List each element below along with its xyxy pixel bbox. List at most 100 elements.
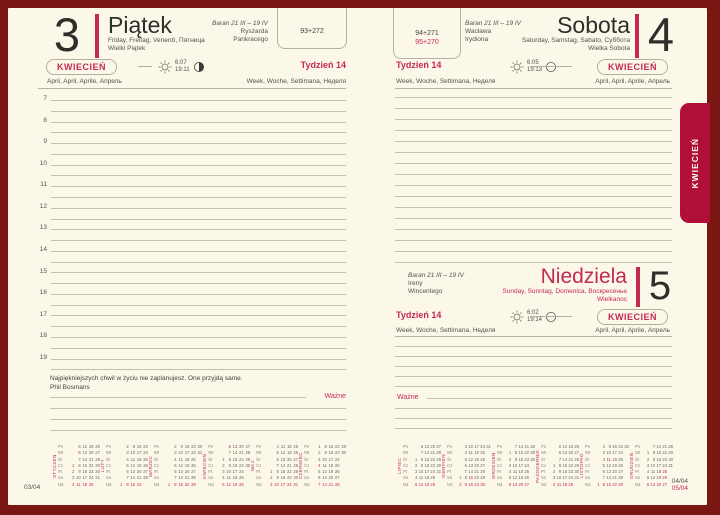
ruled-line — [51, 229, 346, 231]
ruled-line — [395, 376, 672, 377]
day-name-translations: Sunday, Sonntag, Domenica, Воскресенье — [502, 288, 627, 295]
ruled-line — [395, 418, 672, 419]
ruled-line — [51, 358, 346, 360]
ruled-line — [395, 262, 672, 263]
hour-row: 9 — [38, 135, 346, 157]
hour-row: 17 — [38, 307, 346, 329]
ruled-line — [51, 293, 346, 295]
holiday-label: Wielka Sobota — [588, 45, 630, 52]
month-week-band: Tydzień 14 Week, Woche, Settimana, Недел… — [395, 58, 672, 89]
holiday-label: Wielki Piątek — [108, 45, 146, 52]
mini-calendar-month-label: GRUDZIEŃ — [628, 452, 634, 480]
day-of-year-box: 93+272 — [277, 8, 347, 49]
page-reference: 04/04 — [671, 478, 688, 485]
important-label: Ważne — [324, 393, 346, 400]
important-label: Ważne — [397, 394, 419, 401]
month-translations: April, April, Aprile, Апрель — [595, 78, 670, 85]
mini-calendar-month-label: LUTY — [99, 459, 105, 473]
ruled-line — [51, 250, 346, 252]
day-accent-bar — [95, 14, 99, 58]
mini-calendar: SIERPIEŃ Pn 3 10 17 24 31 Wt 4 11 18 25 Śr 5 12 19 26 Cz 6… — [441, 444, 491, 496]
ruled-line — [51, 186, 346, 188]
mini-calendar-grid: Pn 6 13 20 27 Wt 7 14 21 28 Śr 1 8 15 22 29 Cz 2 9 16 23 30 Pt… — [208, 444, 251, 487]
day-name-translations: Friday, Freitag, Venerdì, Пятница — [108, 37, 205, 44]
hour-label: 10 — [39, 159, 47, 167]
pill-tail — [530, 316, 572, 317]
moon-full-icon — [546, 312, 557, 322]
ruled-line — [395, 251, 672, 252]
ruled-line — [395, 428, 672, 429]
month-tab[interactable]: KWIECIEŃ — [680, 103, 710, 223]
sun-icon — [510, 310, 524, 324]
writing-lines — [395, 340, 672, 392]
page-reference: 03/04 — [24, 484, 41, 491]
ruled-line — [51, 100, 346, 101]
hour-label: 16 — [39, 289, 47, 297]
ruled-line — [50, 430, 346, 431]
week-translations: Week, Woche, Settimana, Неделя — [246, 78, 346, 85]
nameday: Ireny — [408, 280, 423, 287]
sunrise-time: 6:05 — [527, 60, 539, 66]
week-translations: Week, Woche, Settimana, Неделя — [396, 78, 496, 85]
mini-calendar: PAŹDZIERNIK Pn 5 12 19 26 Wt 6 13 20 27 Śr 7 14 21 28 Cz… — [535, 444, 579, 496]
sunset-time: 19:13 — [527, 67, 543, 73]
ruled-line — [395, 229, 672, 230]
mini-calendar-month-label: CZERWIEC — [298, 452, 304, 480]
page-right: 94+271 95+270 Baran 21 III – 19 IV Wacła… — [390, 8, 688, 505]
ruled-line — [51, 175, 346, 177]
sunset-time: 19:11 — [175, 67, 190, 73]
ruled-line — [395, 152, 672, 153]
pill-tail — [530, 66, 572, 67]
month-week-band: Tydzień 14 Week, Woche, Settimana, Недел… — [395, 308, 672, 337]
quote-text: Najpiękniejszych chwil w życiu nie zapla… — [50, 375, 243, 382]
day-of-year-counter-red: 95+270 — [415, 39, 439, 46]
hour-row: 13 — [38, 221, 346, 243]
month-tab-label: KWIECIEŃ — [690, 137, 700, 189]
day-number: 5 — [648, 264, 672, 308]
hour-row: 15 — [38, 264, 346, 286]
mini-calendar-month-label: KWIECIEŃ — [202, 453, 208, 479]
mini-calendar-month-label: STYCZEŃ — [52, 454, 57, 478]
mini-calendar-grid: Pn 2 9 16 23 30 Wt 3 10 17 24 31 Śr 4 11 18 25 Cz 5 12 19 26 P… — [153, 444, 203, 487]
mini-calendar-month-label: WRZESIEŃ — [490, 452, 496, 480]
page-reference-next: 05/04 — [671, 485, 688, 492]
day-accent-bar — [635, 14, 639, 58]
hour-row: 16 — [38, 286, 346, 308]
ruled-line — [51, 164, 346, 166]
hour-label: 17 — [39, 310, 47, 318]
mini-calendar-grid: Pn 4 11 18 25 Wt 5 12 19 26 Śr 6 13 20 27 Cz 7 14 21 28 Pt 1 8… — [256, 444, 299, 487]
ruled-line — [51, 110, 346, 112]
day-of-year-counter: 93+272 — [300, 27, 324, 35]
mini-calendar-grid: Pn 5 12 19 26 Wt 6 13 20 27 Śr 7 14 21 28 Cz 1 8 15 22 29 Pt 2… — [58, 444, 100, 487]
sun-icon — [510, 60, 524, 74]
day-of-year-box: 94+271 95+270 — [393, 8, 461, 59]
ruled-line — [395, 185, 672, 186]
ruled-line — [50, 408, 346, 409]
mini-calendar-month-label: PAŹDZIERNIK — [535, 449, 540, 483]
day-of-year-counter: 94+271 — [415, 30, 439, 37]
ruled-line — [395, 141, 672, 142]
mini-calendar-month-label: LISTOPAD — [579, 453, 585, 479]
mini-calendar-grid: Pn 6 13 20 27 Wt 7 14 21 28 Śr 1 8 15 22 29 Cz 2 9 16 23 30 Pt… — [403, 444, 442, 487]
paper-spread — [8, 8, 707, 505]
mini-calendar-grid: Pn 5 12 19 26 Wt 6 13 20 27 Śr 7 14 21 28 Cz 1 8 15 22 29 Pt 2… — [541, 444, 580, 487]
moon-full-icon — [546, 62, 557, 72]
month-translations: April, April, Aprile, Апрель — [47, 78, 122, 85]
hour-row: 7 — [38, 92, 346, 114]
mini-calendar: LIPIEC Pn 6 13 20 27 Wt 7 14 21 28 Śr 1 8 15 22 29 Cz 2 9 16… — [397, 444, 441, 496]
mini-calendar-month-label: MAJ — [250, 460, 256, 472]
month-pill: KWIECIEŃ — [597, 309, 668, 325]
ruled-line — [427, 398, 672, 399]
mini-calendar-month-label: MARZEC — [147, 455, 153, 477]
mini-calendar-grid: Pn 2 9 16 23 30 Wt 3 10 17 24 Śr 4 11 18 25 Cz 5 12 19 26 Pt 6… — [585, 444, 629, 487]
mini-calendar-grid: Pn 7 14 21 28 Wt 1 8 15 22 29 Śr 2 9 16 23 30 Cz 3 10 17 24 Pt… — [496, 444, 535, 487]
mini-calendar: CZERWIEC Pn 1 8 15 22 29 Wt 2 9 16 23 30 Śr 3 10 17 24 Cz 4… — [298, 444, 346, 496]
ruled-line — [50, 419, 346, 420]
mini-calendar: MAJ Pn 4 11 18 25 Wt 5 12 19 26 Śr 6 13 20 27 Cz 7 14 21 28 P… — [250, 444, 298, 496]
ruled-line — [51, 196, 346, 198]
hour-label: 9 — [43, 138, 47, 146]
day-name-translations: Saturday, Samstag, Sabato, Суббота — [521, 37, 630, 44]
nameday: Irydiona — [465, 36, 489, 43]
week-label: Tydzień 14 — [396, 310, 442, 320]
ruled-line — [51, 132, 346, 134]
